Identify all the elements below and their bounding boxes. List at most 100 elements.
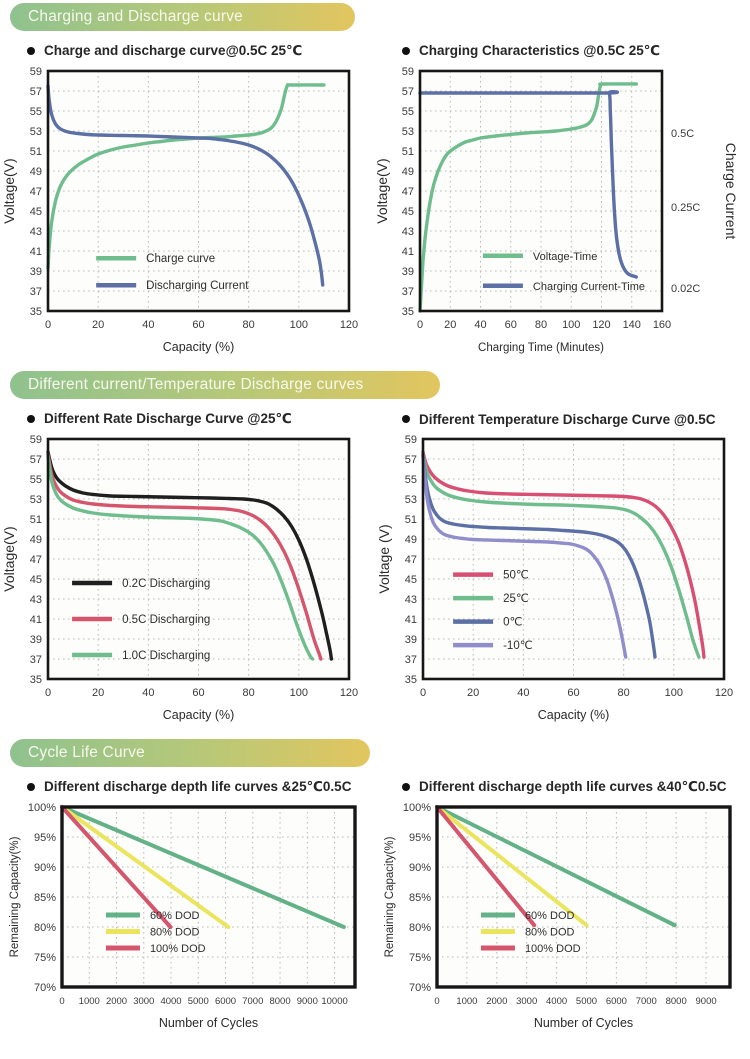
section-header-cycle-life: Cycle Life Curve bbox=[10, 739, 370, 767]
svg-text:3000: 3000 bbox=[516, 996, 537, 1007]
svg-text:2000: 2000 bbox=[486, 996, 507, 1007]
svg-text:80% DOD: 80% DOD bbox=[150, 927, 200, 939]
svg-text:35: 35 bbox=[405, 674, 417, 686]
svg-text:60: 60 bbox=[192, 687, 204, 699]
svg-text:40: 40 bbox=[474, 319, 486, 331]
svg-text:60: 60 bbox=[192, 319, 204, 331]
svg-text:37: 37 bbox=[30, 654, 42, 666]
svg-text:40: 40 bbox=[142, 319, 154, 331]
svg-text:120: 120 bbox=[715, 687, 733, 699]
svg-text:40: 40 bbox=[517, 687, 529, 699]
chart-title-text: Different discharge depth life curves &4… bbox=[419, 779, 727, 794]
section-header-rate-temperature-discharge: Different current/Temperature Discharge … bbox=[10, 371, 440, 399]
svg-text:85%: 85% bbox=[34, 892, 56, 904]
svg-text:Capacity (%): Capacity (%) bbox=[163, 340, 235, 354]
svg-text:100: 100 bbox=[290, 319, 308, 331]
svg-text:-10℃: -10℃ bbox=[503, 640, 533, 652]
svg-text:100: 100 bbox=[562, 319, 580, 331]
chart-title-text: Different Rate Discharge Curve @25℃ bbox=[44, 411, 292, 426]
svg-text:Discharging Current: Discharging Current bbox=[146, 280, 249, 292]
svg-text:95%: 95% bbox=[34, 832, 56, 844]
chart-title-text: Charging Characteristics @0.5C 25℃ bbox=[419, 43, 661, 58]
svg-text:45: 45 bbox=[405, 574, 417, 586]
svg-text:51: 51 bbox=[405, 514, 417, 526]
svg-text:Charging Time (Minutes): Charging Time (Minutes) bbox=[478, 342, 604, 354]
svg-text:Charging Current-Time: Charging Current-Time bbox=[533, 281, 645, 293]
svg-text:41: 41 bbox=[30, 614, 42, 626]
svg-text:Capacity (%): Capacity (%) bbox=[163, 708, 235, 722]
svg-text:39: 39 bbox=[402, 266, 414, 278]
svg-text:100% DOD: 100% DOD bbox=[525, 943, 581, 955]
svg-text:60: 60 bbox=[505, 319, 517, 331]
svg-text:51: 51 bbox=[30, 146, 42, 158]
svg-text:4000: 4000 bbox=[160, 996, 181, 1007]
bullet-icon bbox=[27, 47, 35, 55]
svg-text:53: 53 bbox=[30, 126, 42, 138]
svg-text:39: 39 bbox=[30, 266, 42, 278]
svg-text:55: 55 bbox=[30, 106, 42, 118]
svg-text:51: 51 bbox=[402, 146, 414, 158]
chart-cell-charge-discharge: Charge and discharge curve@0.5C 25℃ 0 20 4… bbox=[0, 31, 375, 356]
bullet-icon bbox=[402, 47, 410, 55]
svg-text:0℃: 0℃ bbox=[503, 617, 522, 629]
svg-text:80: 80 bbox=[243, 319, 255, 331]
chart-charge-discharge-curve: 0 20 40 60 80 100 120 35 37 39 41 43 45 47 49 51 53 55 57 5… bbox=[0, 61, 375, 356]
svg-text:70%: 70% bbox=[34, 982, 56, 994]
svg-text:39: 39 bbox=[30, 634, 42, 646]
svg-text:Charge Current: Charge Current bbox=[723, 143, 739, 240]
svg-text:Charge curve: Charge curve bbox=[146, 253, 215, 265]
svg-text:0.25C: 0.25C bbox=[671, 202, 700, 214]
svg-text:55: 55 bbox=[402, 106, 414, 118]
chart-different-rate-discharge: 0 20 40 60 80 100 120 35 37 39 41 43 45 47 49 51 53 55 57 5… bbox=[0, 429, 375, 724]
charts-row-3: Different discharge depth life curves &2… bbox=[0, 767, 750, 1047]
svg-text:51: 51 bbox=[30, 514, 42, 526]
svg-text:9000: 9000 bbox=[297, 996, 318, 1007]
svg-text:10000: 10000 bbox=[321, 996, 347, 1007]
svg-text:80: 80 bbox=[243, 687, 255, 699]
svg-text:1.0C Discharging: 1.0C Discharging bbox=[122, 650, 210, 662]
chart-cell-cycle-life-40c: Different discharge depth life curves &4… bbox=[375, 767, 750, 1047]
chart-cell-cycle-life-25c: Different discharge depth life curves &2… bbox=[0, 767, 375, 1047]
svg-text:60% DOD: 60% DOD bbox=[525, 910, 575, 922]
svg-text:120: 120 bbox=[340, 687, 358, 699]
svg-text:100: 100 bbox=[290, 687, 308, 699]
chart-cycle-life-40c: 0 1000 2000 3000 4000 5000 6000 7000 8000 9000 70%… bbox=[375, 797, 750, 1047]
chart-cell-charging-characteristics: Charging Characteristics @0.5C 25℃ 0 20 40… bbox=[374, 31, 750, 356]
svg-text:49: 49 bbox=[402, 166, 414, 178]
svg-text:8000: 8000 bbox=[269, 996, 290, 1007]
svg-text:75%: 75% bbox=[409, 952, 431, 964]
bullet-icon bbox=[27, 783, 35, 791]
svg-text:41: 41 bbox=[30, 246, 42, 258]
svg-text:47: 47 bbox=[402, 186, 414, 198]
svg-text:1000: 1000 bbox=[456, 996, 477, 1007]
chart-cycle-life-25c: 0 1000 2000 3000 4000 5000 6000 7000 8000 9000 100… bbox=[0, 797, 375, 1047]
chart-title-text: Charge and discharge curve@0.5C 25℃ bbox=[44, 43, 303, 58]
chart-title-text: Different discharge depth life curves &2… bbox=[44, 779, 352, 794]
svg-text:8000: 8000 bbox=[666, 996, 687, 1007]
svg-text:53: 53 bbox=[30, 494, 42, 506]
svg-text:37: 37 bbox=[405, 654, 417, 666]
svg-text:35: 35 bbox=[30, 306, 42, 318]
svg-text:2000: 2000 bbox=[106, 996, 127, 1007]
svg-text:37: 37 bbox=[402, 286, 414, 298]
svg-text:59: 59 bbox=[405, 434, 417, 446]
svg-text:50℃: 50℃ bbox=[503, 570, 529, 582]
svg-text:57: 57 bbox=[402, 86, 414, 98]
svg-text:Voltage(V): Voltage(V) bbox=[375, 158, 390, 223]
svg-text:Voltage-Time: Voltage-Time bbox=[533, 251, 597, 263]
svg-text:49: 49 bbox=[30, 166, 42, 178]
chart-title-rate-discharge: Different Rate Discharge Curve @25℃ bbox=[27, 409, 375, 429]
svg-text:0.02C: 0.02C bbox=[671, 283, 700, 295]
chart-title-cycle-life-25c: Different discharge depth life curves &2… bbox=[27, 777, 375, 797]
svg-text:Voltage(V): Voltage(V) bbox=[1, 526, 17, 591]
bullet-icon bbox=[402, 415, 410, 423]
svg-text:20: 20 bbox=[467, 687, 479, 699]
svg-text:49: 49 bbox=[405, 534, 417, 546]
svg-text:57: 57 bbox=[405, 454, 417, 466]
svg-text:59: 59 bbox=[402, 66, 414, 78]
svg-text:55: 55 bbox=[30, 474, 42, 486]
svg-text:6000: 6000 bbox=[606, 996, 627, 1007]
svg-text:7000: 7000 bbox=[636, 996, 657, 1007]
chart-title-charging-characteristics: Charging Characteristics @0.5C 25℃ bbox=[402, 41, 750, 61]
svg-text:57: 57 bbox=[30, 454, 42, 466]
